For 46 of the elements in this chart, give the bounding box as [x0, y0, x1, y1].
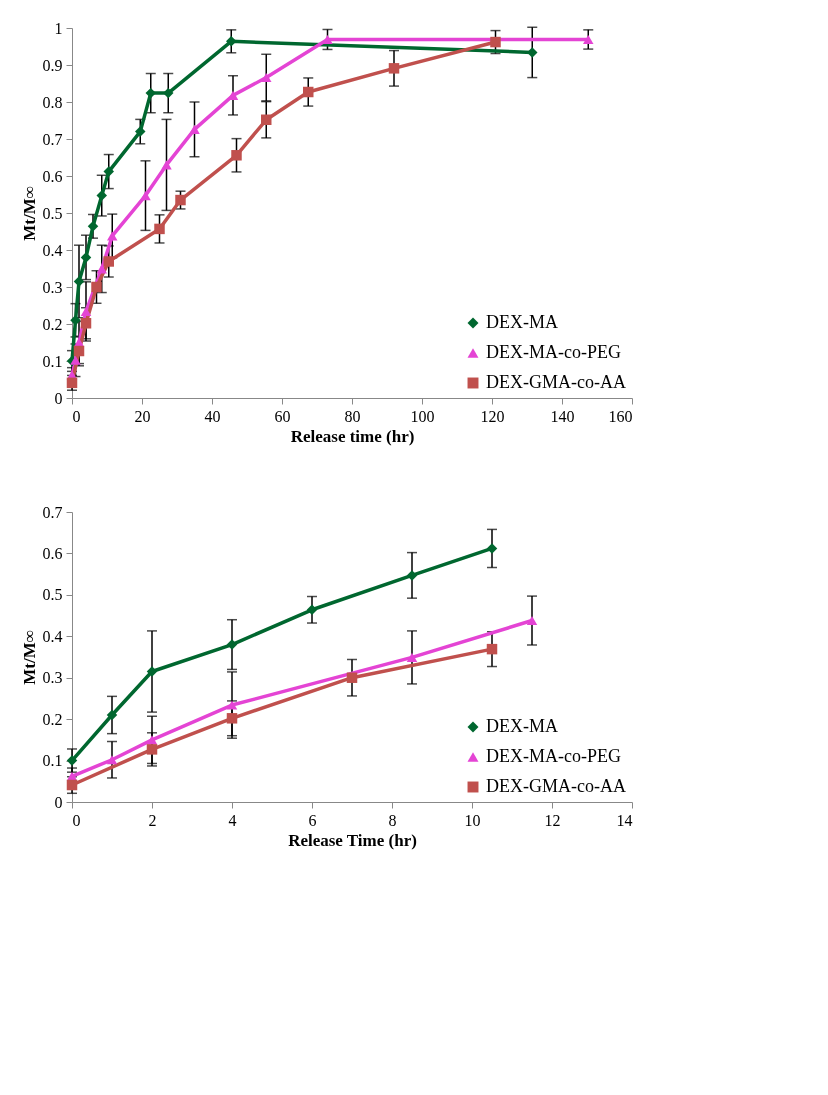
y-axis-title: Mt/M∞ — [19, 186, 39, 241]
x-tick-label: 100 — [410, 407, 435, 425]
y-tick-label: 0 — [54, 793, 63, 811]
x-tick-label: 160 — [608, 407, 633, 425]
y-tick-label: 0 — [54, 389, 63, 407]
x-tick-label: 40 — [204, 407, 221, 425]
y-tick-label: 0.1 — [42, 352, 63, 370]
y-axis-title: Mt/M∞ — [19, 630, 39, 685]
x-tick-label: 12 — [544, 811, 561, 829]
legend-label: DEX-GMA-co-AA — [486, 372, 626, 392]
y-tick-label: 0.5 — [42, 204, 63, 222]
y-tick-label: 0.2 — [42, 315, 63, 333]
legend-label: DEX-MA — [486, 716, 558, 736]
x-tick-label: 0 — [72, 811, 81, 829]
legend-label: DEX-MA-co-PEG — [486, 342, 621, 362]
x-tick-label: 60 — [274, 407, 291, 425]
y-tick-label: 0.4 — [42, 241, 63, 259]
x-tick-label: 4 — [228, 811, 237, 829]
legend-label: DEX-GMA-co-AA — [486, 776, 626, 796]
x-tick-label: 14 — [616, 811, 633, 829]
x-tick-label: 120 — [480, 407, 505, 425]
x-tick-label: 8 — [388, 811, 397, 829]
y-tick-label: 0.4 — [42, 627, 63, 645]
y-tick-label: 0.9 — [42, 56, 63, 74]
y-tick-label: 0.1 — [42, 752, 63, 770]
y-tick-label: 1 — [54, 19, 63, 37]
y-tick-label: 0.3 — [42, 278, 63, 296]
x-tick-label: 80 — [344, 407, 361, 425]
x-tick-label: 140 — [550, 407, 575, 425]
x-tick-label: 0 — [72, 407, 81, 425]
x-tick-label: 10 — [464, 811, 481, 829]
y-tick-label: 0.6 — [42, 167, 63, 185]
x-tick-label: 2 — [148, 811, 157, 829]
y-tick-label: 0.5 — [42, 586, 63, 604]
y-tick-label: 0.3 — [42, 669, 63, 687]
y-tick-label: 0.6 — [42, 544, 63, 562]
x-axis-title: Release time (hr) — [290, 426, 415, 446]
y-tick-label: 0.2 — [42, 710, 63, 728]
y-tick-label: 0.8 — [42, 93, 63, 111]
x-axis-title: Release Time (hr) — [288, 830, 417, 850]
y-tick-label: 0.7 — [42, 503, 63, 521]
x-tick-label: 6 — [308, 811, 317, 829]
x-tick-label: 20 — [134, 407, 151, 425]
y-tick-label: 0.7 — [42, 130, 63, 148]
legend-label: DEX-MA-co-PEG — [486, 746, 621, 766]
legend-label: DEX-MA — [486, 312, 558, 332]
